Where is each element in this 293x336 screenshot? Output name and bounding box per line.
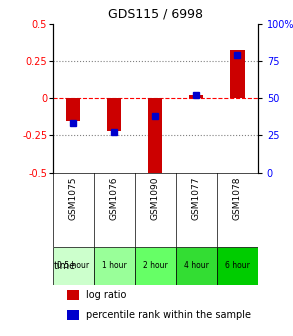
FancyBboxPatch shape [217, 247, 258, 285]
Text: GSM1078: GSM1078 [233, 176, 242, 220]
Text: 1 hour: 1 hour [102, 261, 127, 270]
FancyBboxPatch shape [94, 247, 135, 285]
Text: GSM1075: GSM1075 [69, 176, 78, 220]
FancyBboxPatch shape [176, 247, 217, 285]
Bar [189, 95, 204, 98]
Bar [107, 98, 121, 131]
Text: log ratio: log ratio [86, 290, 126, 300]
Text: 0.5 hour: 0.5 hour [57, 261, 89, 270]
Text: percentile rank within the sample: percentile rank within the sample [86, 310, 251, 321]
Text: 2 hour: 2 hour [143, 261, 168, 270]
Text: GSM1076: GSM1076 [110, 176, 119, 220]
Text: GSM1090: GSM1090 [151, 176, 160, 220]
Text: time: time [54, 261, 76, 271]
Bar [67, 290, 79, 300]
Bar [230, 50, 244, 98]
Text: 6 hour: 6 hour [225, 261, 250, 270]
Bar [148, 98, 162, 176]
FancyBboxPatch shape [53, 247, 94, 285]
Text: GSM1077: GSM1077 [192, 176, 201, 220]
Bar [67, 310, 79, 320]
FancyBboxPatch shape [135, 247, 176, 285]
Text: 4 hour: 4 hour [184, 261, 209, 270]
Title: GDS115 / 6998: GDS115 / 6998 [108, 8, 203, 21]
Bar [66, 98, 80, 121]
